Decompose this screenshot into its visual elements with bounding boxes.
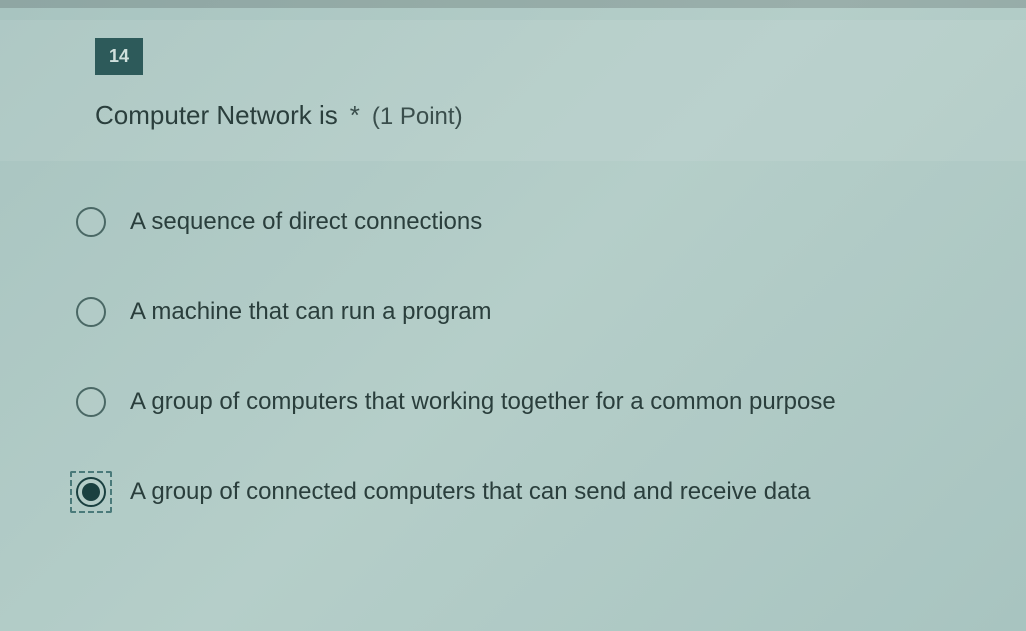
radio-focus-wrap [70, 201, 112, 243]
radio-button[interactable] [76, 207, 106, 237]
radio-focus-wrap [70, 471, 112, 513]
option-label[interactable]: A machine that can run a program [130, 298, 492, 326]
options-list: A sequence of direct connections A machi… [0, 161, 1026, 581]
option-label[interactable]: A group of connected computers that can … [130, 478, 810, 506]
option-label[interactable]: A sequence of direct connections [130, 208, 482, 236]
quiz-question-container: 14 Computer Network is * (1 Point) A seq… [0, 0, 1026, 581]
radio-button[interactable] [76, 387, 106, 417]
required-asterisk: * [350, 100, 360, 131]
question-number-badge: 14 [95, 38, 143, 75]
option-row[interactable]: A group of connected computers that can … [70, 471, 986, 513]
question-header: 14 Computer Network is * (1 Point) [0, 20, 1026, 161]
radio-focus-wrap [70, 381, 112, 423]
radio-button[interactable] [76, 297, 106, 327]
radio-focus-wrap [70, 291, 112, 333]
question-text: Computer Network is [95, 100, 338, 131]
option-row[interactable]: A machine that can run a program [70, 291, 986, 333]
option-label[interactable]: A group of computers that working togeth… [130, 388, 836, 416]
radio-fill-icon [82, 483, 100, 501]
option-row[interactable]: A sequence of direct connections [70, 201, 986, 243]
radio-button[interactable] [76, 477, 106, 507]
question-text-row: Computer Network is * (1 Point) [95, 100, 986, 131]
points-label: (1 Point) [372, 103, 463, 131]
option-row[interactable]: A group of computers that working togeth… [70, 381, 986, 423]
